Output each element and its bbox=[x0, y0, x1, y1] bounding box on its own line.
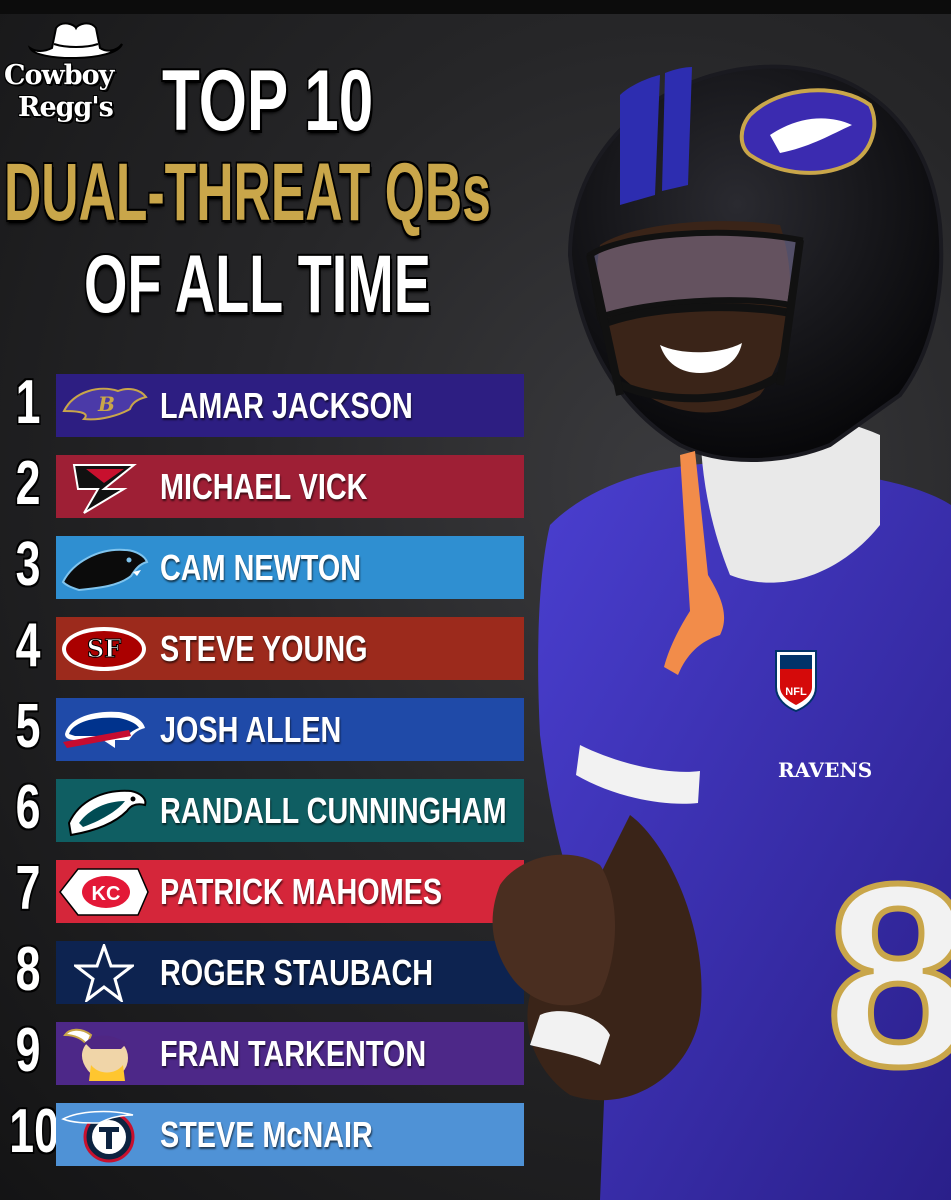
falcons-logo-icon bbox=[56, 455, 152, 518]
rank-number: 1 bbox=[15, 368, 41, 437]
cowboy-hat-icon bbox=[27, 22, 123, 60]
svg-text:SF: SF bbox=[87, 634, 121, 663]
player-bar: CAM NEWTON bbox=[56, 536, 524, 599]
list-item: 7 KC PATRICK MAHOMES bbox=[0, 854, 530, 924]
player-name: PATRICK MAHOMES bbox=[160, 871, 443, 912]
list-item: 5 JOSH ALLEN bbox=[0, 692, 530, 762]
brand-name-line1: Cowboy bbox=[4, 60, 114, 91]
rank-number: 8 bbox=[15, 935, 41, 1004]
player-name: JOSH ALLEN bbox=[160, 709, 342, 750]
jersey-number: 8 bbox=[826, 831, 951, 1121]
list-item: 4 SF STEVE YOUNG bbox=[0, 611, 530, 681]
player-photo: NFL RAVENS 8 bbox=[492, 64, 951, 1200]
svg-text:KC: KC bbox=[92, 883, 121, 905]
player-bar: STEVE McNAIR bbox=[56, 1103, 524, 1166]
list-item: 3 CAM NEWTON bbox=[0, 530, 530, 600]
svg-text:NFL: NFL bbox=[785, 686, 807, 698]
titans-logo-icon bbox=[56, 1103, 152, 1166]
list-item: 10 STEVE McNAIR bbox=[0, 1097, 530, 1167]
title-line-2: DUAL-THREAT QBs bbox=[4, 147, 491, 238]
player-bar: MICHAEL VICK bbox=[56, 455, 524, 518]
player-name: FRAN TARKENTON bbox=[160, 1033, 427, 1074]
top-border bbox=[0, 0, 951, 14]
player-name: ROGER STAUBACH bbox=[160, 952, 434, 993]
player-bar: B LAMAR JACKSON bbox=[56, 374, 524, 437]
player-name: CAM NEWTON bbox=[160, 547, 362, 588]
player-bar: FRAN TARKENTON bbox=[56, 1022, 524, 1085]
player-bar: RANDALL CUNNINGHAM bbox=[56, 779, 524, 842]
rank-number: 6 bbox=[15, 773, 41, 842]
player-name: RANDALL CUNNINGHAM bbox=[160, 790, 507, 831]
brand-name-line2: Regg's bbox=[18, 92, 114, 123]
list-item: 6 RANDALL CUNNINGHAM bbox=[0, 773, 530, 843]
player-name: STEVE McNAIR bbox=[160, 1114, 373, 1155]
svg-text:B: B bbox=[97, 392, 115, 416]
list-item: 2 MICHAEL VICK bbox=[0, 449, 530, 519]
player-name: STEVE YOUNG bbox=[160, 628, 368, 669]
rank-number: 2 bbox=[15, 449, 41, 518]
ravens-logo-icon: B bbox=[56, 374, 152, 437]
49ers-logo-icon: SF bbox=[56, 617, 152, 680]
player-name: MICHAEL VICK bbox=[160, 466, 368, 507]
bills-logo-icon bbox=[56, 698, 152, 761]
rank-number: 3 bbox=[15, 530, 41, 599]
vikings-logo-icon bbox=[56, 1022, 152, 1085]
rank-number: 5 bbox=[15, 692, 41, 761]
nfl-shield-icon: NFL bbox=[775, 650, 817, 713]
list-item: 9 FRAN TARKENTON bbox=[0, 1016, 530, 1086]
player-bar: KC PATRICK MAHOMES bbox=[56, 860, 524, 923]
player-bar: ROGER STAUBACH bbox=[56, 941, 524, 1004]
title-line-3: OF ALL TIME bbox=[84, 239, 431, 330]
player-name: LAMAR JACKSON bbox=[160, 385, 413, 426]
jersey-wordmark: RAVENS bbox=[778, 758, 872, 782]
rank-number: 7 bbox=[15, 854, 41, 923]
rank-number: 4 bbox=[15, 611, 41, 680]
rank-number: 10 bbox=[9, 1097, 59, 1166]
player-bar: JOSH ALLEN bbox=[56, 698, 524, 761]
cowboys-star-icon bbox=[56, 941, 152, 1004]
title-line-1: TOP 10 bbox=[162, 53, 374, 149]
chiefs-logo-icon: KC bbox=[56, 860, 152, 923]
rank-number: 9 bbox=[15, 1016, 41, 1085]
eagles-logo-icon bbox=[56, 779, 152, 842]
player-bar: SF STEVE YOUNG bbox=[56, 617, 524, 680]
list-item: 8 ROGER STAUBACH bbox=[0, 935, 530, 1005]
panthers-logo-icon bbox=[56, 536, 152, 599]
list-item: 1 B LAMAR JACKSON bbox=[0, 368, 530, 438]
brand-logo: Cowboy Regg's bbox=[4, 18, 154, 133]
